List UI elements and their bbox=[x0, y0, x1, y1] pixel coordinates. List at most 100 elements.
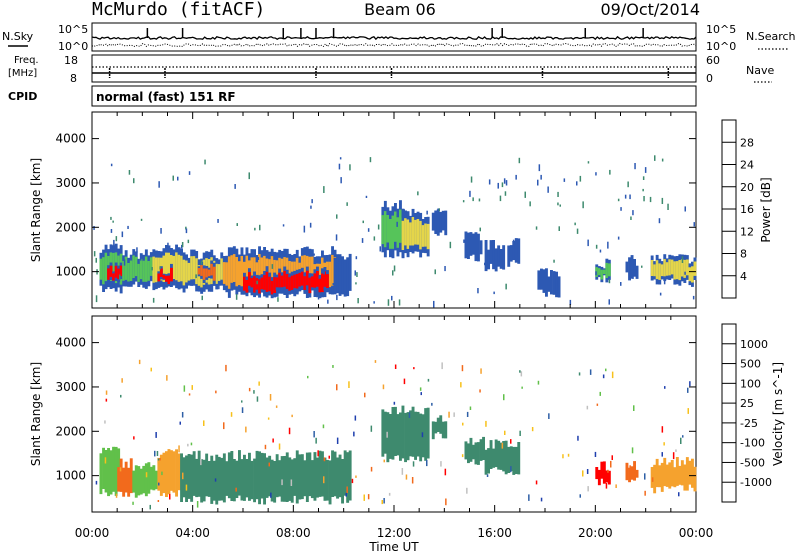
power-region-core bbox=[177, 254, 181, 282]
velocity-region-cell bbox=[635, 469, 639, 478]
velocity-speckle bbox=[596, 403, 599, 406]
velocity-speckle bbox=[602, 374, 605, 379]
velocity-speckle bbox=[675, 449, 677, 452]
power-speckle bbox=[133, 178, 135, 184]
power-speckle bbox=[524, 191, 526, 198]
velocity-speckle bbox=[661, 426, 664, 433]
power-speckle bbox=[444, 266, 446, 272]
power-speckle bbox=[557, 191, 559, 197]
velocity-speckle bbox=[440, 461, 442, 467]
velocity-speckle bbox=[363, 494, 365, 501]
velocity-region-cell bbox=[497, 440, 501, 470]
power-region-core bbox=[602, 269, 606, 275]
power-region-core bbox=[127, 263, 131, 282]
velocity-region-cell bbox=[492, 448, 495, 468]
power-speckle bbox=[346, 202, 348, 206]
velocity-region-cell bbox=[426, 407, 430, 459]
velocity-region-cell bbox=[258, 451, 261, 505]
power-speckle bbox=[354, 270, 356, 276]
velocity-region-cell bbox=[243, 454, 246, 501]
velocity-speckle bbox=[169, 493, 171, 500]
power-region-core bbox=[167, 275, 171, 285]
power-speckle bbox=[195, 274, 197, 279]
power-speckle bbox=[449, 241, 452, 249]
power-region-cell bbox=[431, 212, 435, 231]
velocity-region-cell bbox=[323, 457, 327, 501]
velocity-speckle bbox=[374, 360, 377, 363]
power-speckle bbox=[632, 210, 634, 216]
power-speckle bbox=[373, 236, 376, 241]
velocity-region-cell bbox=[112, 446, 115, 492]
velocity-region-cell bbox=[122, 467, 126, 497]
power-speckle bbox=[658, 218, 661, 224]
power-speckle bbox=[110, 229, 113, 233]
velocity-speckle bbox=[381, 500, 383, 505]
velocity-region-cell bbox=[175, 449, 178, 497]
power-speckle bbox=[563, 178, 566, 182]
velocity-region-cell bbox=[190, 454, 194, 502]
velocity-speckle bbox=[354, 415, 357, 421]
velocity-speckle bbox=[469, 406, 472, 410]
power-speckle bbox=[582, 201, 584, 209]
velocity-region-cell bbox=[434, 421, 438, 434]
power-region-core bbox=[426, 223, 430, 250]
velocity-speckle bbox=[651, 477, 654, 482]
velocity-region-cell bbox=[348, 450, 352, 501]
power-speckle bbox=[160, 228, 162, 234]
velocity-speckle bbox=[633, 405, 635, 411]
power-speckle bbox=[576, 228, 579, 234]
velocity-speckle bbox=[351, 478, 354, 484]
velocity-region-cell bbox=[444, 421, 448, 439]
power-speckle bbox=[609, 169, 611, 175]
power-speckle bbox=[438, 208, 440, 212]
velocity-region-cell bbox=[137, 466, 141, 496]
velocity-speckle bbox=[178, 445, 180, 453]
power-region-core bbox=[197, 268, 201, 275]
velocity-region-cell bbox=[663, 457, 667, 487]
velocity-speckle bbox=[629, 465, 631, 471]
power-region-core bbox=[597, 268, 601, 276]
velocity-region-cell bbox=[290, 459, 294, 503]
velocity-speckle bbox=[104, 457, 107, 464]
power-speckle bbox=[484, 262, 486, 266]
velocity-speckle bbox=[275, 405, 278, 408]
velocity-speckle bbox=[187, 443, 189, 447]
power-region-core bbox=[217, 264, 221, 281]
power-region-core bbox=[243, 276, 246, 291]
power-region-core bbox=[273, 277, 277, 293]
power-speckle bbox=[599, 249, 602, 253]
power-speckle bbox=[185, 226, 187, 230]
power-speckle bbox=[119, 274, 121, 280]
power-region-cell bbox=[547, 276, 551, 292]
velocity-speckle bbox=[453, 412, 455, 417]
power-region-cell bbox=[474, 232, 478, 262]
y-tick-label: 1000 bbox=[55, 265, 86, 279]
power-region-core bbox=[165, 252, 168, 280]
velocity-region-cell bbox=[139, 468, 143, 495]
xaxis-label: Time UT bbox=[368, 540, 419, 554]
power-region-cell bbox=[444, 210, 448, 236]
velocity-speckle bbox=[461, 454, 464, 458]
velocity-region-cell bbox=[489, 440, 493, 469]
power-speckle bbox=[396, 221, 398, 227]
velocity-speckle bbox=[426, 459, 428, 467]
power-region-core bbox=[389, 219, 392, 249]
power-speckle bbox=[115, 236, 118, 242]
power-speckle bbox=[693, 222, 695, 227]
power-speckle bbox=[472, 197, 474, 202]
velocity-region-cell bbox=[391, 407, 395, 460]
power-region-core bbox=[157, 273, 161, 282]
velocity-region-cell bbox=[263, 453, 266, 505]
power-speckle bbox=[558, 226, 560, 231]
power-region-core bbox=[421, 225, 425, 247]
power-region-core bbox=[265, 271, 269, 292]
power-speckle bbox=[248, 172, 250, 180]
velocity-speckle bbox=[519, 370, 521, 373]
plot-layer: 1000 2000 3000 4000 28 24 20 16 12 8 4 1000 2000 3000… bbox=[55, 112, 772, 540]
power-region-cell bbox=[633, 259, 636, 277]
power-speckle bbox=[323, 270, 325, 275]
power-speckle bbox=[627, 181, 629, 188]
velocity-region-cell bbox=[273, 461, 277, 503]
power-speckle bbox=[110, 163, 113, 167]
power-region-core bbox=[270, 256, 274, 283]
